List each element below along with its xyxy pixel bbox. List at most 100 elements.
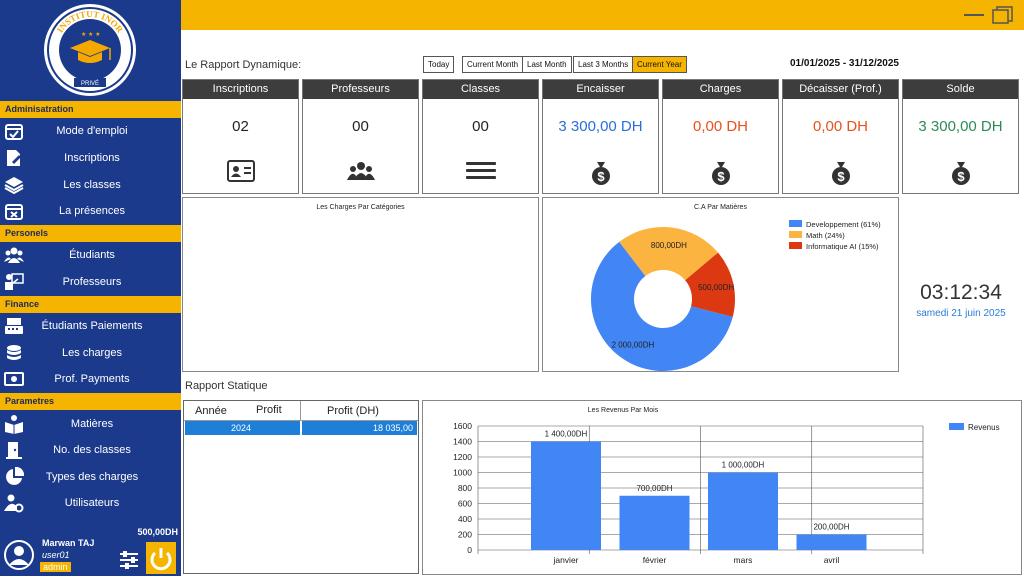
- nav-etudiants-paiements[interactable]: Étudiants Paiements: [0, 313, 181, 339]
- kpi-card-decaisser: Décaisser (Prof.) 0,00 DH $: [782, 79, 899, 194]
- filter-last-month-button[interactable]: Last Month: [522, 56, 572, 73]
- table-row[interactable]: 2024 18 035,00: [185, 421, 417, 435]
- nav-label: No. des classes: [53, 444, 131, 456]
- nav-label: La présences: [58, 205, 126, 217]
- dynamic-report-title: Le Rapport Dynamique:: [185, 59, 302, 71]
- money-bag-icon: $: [711, 162, 730, 185]
- nav-label: Prof. Payments: [54, 373, 130, 385]
- nav-etudiants[interactable]: Étudiants: [0, 242, 181, 268]
- cash-register-icon: [5, 318, 23, 334]
- nav-label: Étudiants: [69, 249, 115, 261]
- book-reader-icon: [5, 415, 23, 434]
- nav-prof-payments[interactable]: Prof. Payments: [0, 366, 181, 392]
- maximize-button[interactable]: [992, 6, 1014, 24]
- nav-types-des-charges[interactable]: Types des charges: [0, 464, 181, 490]
- legend-swatch: [789, 242, 802, 249]
- legend-swatch: [789, 220, 802, 227]
- y-tick-label: 200: [458, 530, 472, 540]
- user-role-badge: admin: [40, 562, 71, 572]
- card-value: 02: [232, 118, 249, 135]
- cell-year: 2024: [231, 423, 252, 433]
- x-tick-label: février: [643, 555, 667, 565]
- user-panel: Marwan TAJ user01 admin 500,00DH: [0, 522, 181, 576]
- pie-chart-title: C.A Par Matières: [694, 204, 747, 211]
- nav-professeurs[interactable]: Professeurs: [0, 269, 181, 295]
- pie-slice: [685, 252, 735, 317]
- pie-slice: [591, 241, 733, 371]
- bar-data-label: 700,00DH: [636, 484, 672, 493]
- static-report-title: Rapport Statique: [185, 380, 268, 392]
- kpi-card-encaisser: Encaisser 3 300,00 DH $: [542, 79, 659, 194]
- money-bill-icon: [4, 372, 24, 386]
- file-signature-icon: [7, 150, 21, 166]
- nav-label: Étudiants Paiements: [41, 320, 143, 332]
- y-tick-label: 1600: [453, 421, 472, 431]
- column-header-profit: Profit: [256, 404, 282, 416]
- nav-utilisateurs[interactable]: Utilisateurs: [0, 490, 181, 516]
- column-header-profit-dh: Profit (DH): [327, 405, 379, 417]
- svg-text:$: $: [957, 169, 965, 184]
- card-title: Classes: [423, 80, 538, 99]
- nav-mode-emploi[interactable]: Mode d'emploi: [0, 118, 181, 144]
- nav-label: Professeurs: [62, 276, 122, 288]
- minimize-button[interactable]: [964, 14, 984, 16]
- card-value: 3 300,00 DH: [558, 118, 643, 135]
- pie-chart-icon: [6, 467, 24, 485]
- teacher-icon: [5, 273, 24, 290]
- sidebar: INSTITUT INOR ★ ★ ★ PRIVÉ Adminisatratio…: [0, 0, 181, 576]
- card-title: Encaisser: [543, 80, 658, 99]
- filter-last-3-months-button[interactable]: Last 3 Months: [573, 56, 634, 73]
- nav-no-des-classes[interactable]: No. des classes: [0, 437, 181, 463]
- legend-swatch: [789, 231, 802, 238]
- card-title: Professeurs: [303, 80, 418, 99]
- legend-swatch: [949, 423, 964, 430]
- y-tick-label: 400: [458, 514, 472, 524]
- card-title: Charges: [663, 80, 778, 99]
- clock-time: 03:12:34: [920, 281, 1002, 304]
- card-value: 00: [352, 118, 369, 135]
- ca-by-subject-panel: C.A Par Matières 2 000,00DH 800,00DH 500,0…: [542, 197, 899, 372]
- section-header-personels: Personels: [0, 225, 181, 242]
- bar: [531, 441, 601, 550]
- nav-la-presences[interactable]: La présences: [0, 198, 181, 224]
- logout-button[interactable]: [146, 542, 176, 574]
- institute-logo: INSTITUT INOR ★ ★ ★ PRIVÉ: [0, 0, 181, 100]
- bar-data-label: 1 000,00DH: [722, 461, 765, 470]
- user-name: Marwan TAJ: [42, 538, 95, 548]
- kpi-card-solde: Solde 3 300,00 DH $: [902, 79, 1019, 194]
- nav-label: Inscriptions: [64, 152, 120, 164]
- money-bag-icon: $: [831, 162, 850, 185]
- table-header: Année Profit Profit (DH): [184, 401, 418, 421]
- nav-les-charges[interactable]: Les charges: [0, 340, 181, 366]
- bar-data-label: 200,00DH: [813, 523, 849, 532]
- filter-current-month-button[interactable]: Current Month: [462, 56, 524, 73]
- nav-label: Les classes: [63, 179, 121, 191]
- nav-matieres[interactable]: Matières: [0, 411, 181, 437]
- door-icon: [6, 442, 22, 459]
- kpi-card-professeurs: Professeurs 00: [302, 79, 419, 194]
- y-tick-label: 1400: [453, 437, 472, 447]
- card-title: Décaisser (Prof.): [783, 80, 898, 99]
- logo-subtext: PRIVÉ: [81, 80, 99, 87]
- power-icon: [150, 548, 172, 571]
- top-bar: [181, 0, 1024, 30]
- settings-sliders-icon[interactable]: [118, 549, 140, 571]
- kpi-card-charges: Charges 0,00 DH $: [662, 79, 779, 194]
- profit-table[interactable]: Année Profit Profit (DH) 2024 18 035,00: [183, 400, 419, 574]
- legend-entry: Revenus: [968, 423, 1000, 432]
- column-header-annee: Année: [195, 405, 227, 417]
- money-bag-icon: $: [591, 162, 610, 185]
- bar: [708, 472, 778, 550]
- users-cog-icon: [4, 494, 24, 513]
- nav-inscriptions[interactable]: Inscriptions: [0, 145, 181, 171]
- user-avatar-icon: [4, 540, 34, 570]
- section-header-administration: Adminisatration: [0, 101, 181, 118]
- filter-current-year-button[interactable]: Current Year: [632, 56, 687, 73]
- filter-today-button[interactable]: Today: [423, 56, 455, 73]
- nav-label: Utilisateurs: [64, 497, 120, 509]
- legend-entry: Developpement (61%): [806, 220, 881, 229]
- pie-data-label: 800,00DH: [651, 241, 687, 250]
- nav-les-classes[interactable]: Les classes: [0, 172, 181, 198]
- y-tick-label: 1200: [453, 452, 472, 462]
- x-tick-label: avril: [824, 555, 840, 565]
